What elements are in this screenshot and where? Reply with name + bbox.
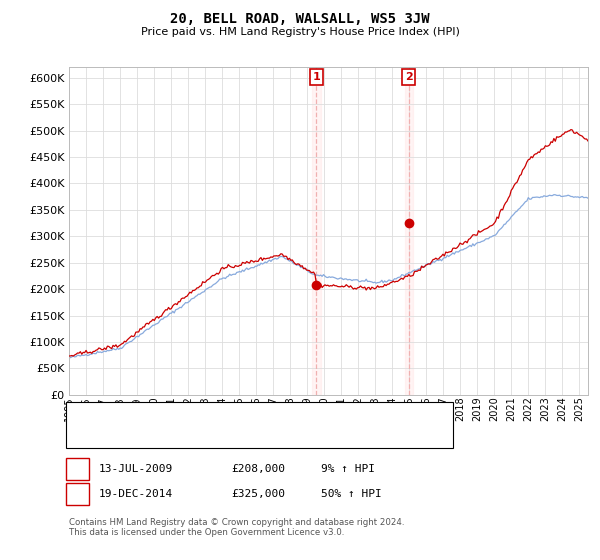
Bar [404,67,413,395]
Text: 13-JUL-2009: 13-JUL-2009 [99,464,173,474]
Text: HPI: Average price, detached house, Walsall: HPI: Average price, detached house, Wals… [114,430,344,440]
Text: 2: 2 [405,72,413,82]
Text: 50% ↑ HPI: 50% ↑ HPI [321,489,382,499]
Text: 19-DEC-2014: 19-DEC-2014 [99,489,173,499]
Text: 1: 1 [73,462,82,475]
Text: 9% ↑ HPI: 9% ↑ HPI [321,464,375,474]
Text: 20, BELL ROAD, WALSALL, WS5 3JW (detached house): 20, BELL ROAD, WALSALL, WS5 3JW (detache… [114,413,395,423]
Text: 1: 1 [313,72,320,82]
Text: Price paid vs. HM Land Registry's House Price Index (HPI): Price paid vs. HM Land Registry's House … [140,27,460,37]
Text: 20, BELL ROAD, WALSALL, WS5 3JW: 20, BELL ROAD, WALSALL, WS5 3JW [170,12,430,26]
Text: £325,000: £325,000 [231,489,285,499]
Bar [312,67,320,395]
Text: 2: 2 [73,487,82,501]
Text: £208,000: £208,000 [231,464,285,474]
Text: Contains HM Land Registry data © Crown copyright and database right 2024.
This d: Contains HM Land Registry data © Crown c… [69,518,404,538]
